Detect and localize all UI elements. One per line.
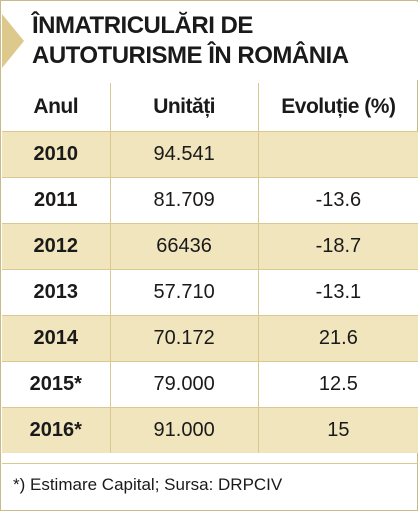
cell-units: 57.710 [110, 269, 259, 316]
chart-title: ÎNMATRICULĂRI DE AUTOTURISME ÎN ROMÂNIA [32, 11, 349, 71]
table-row: 2015* 79.000 12.5 [2, 361, 418, 408]
cell-units: 94.541 [110, 131, 259, 178]
cell-change: -18.7 [258, 223, 418, 270]
cell-year: 2016* [2, 407, 111, 453]
cell-year: 2014 [2, 315, 111, 362]
footnote-divider [2, 463, 418, 464]
cell-change: -13.6 [258, 177, 418, 224]
cell-change: 21.6 [258, 315, 418, 362]
title-line-2: AUTOTURISME ÎN ROMÂNIA [32, 42, 349, 69]
cell-units: 79.000 [110, 361, 259, 408]
registrations-table: Anul Unități Evoluție (%) 2010 94.541 2011… [2, 83, 418, 453]
column-header-year: Anul [2, 83, 111, 132]
cell-year: 2011 [2, 177, 111, 224]
table-row: 2010 94.541 [2, 131, 418, 178]
cell-units: 81.709 [110, 177, 259, 224]
cell-units: 91.000 [110, 407, 259, 453]
cell-year: 2013 [2, 269, 111, 316]
title-line-1: ÎNMATRICULĂRI DE [32, 12, 253, 39]
cell-year: 2015* [2, 361, 111, 408]
cell-change [258, 131, 418, 178]
cell-change: 12.5 [258, 361, 418, 408]
table-row: 2011 81.709 -13.6 [2, 177, 418, 224]
table-row: 2012 66436 -18.7 [2, 223, 418, 270]
column-header-change: Evoluție (%) [281, 95, 396, 118]
title-arrow-icon [2, 14, 24, 68]
cell-change: -13.1 [258, 269, 418, 316]
title-block: ÎNMATRICULĂRI DE AUTOTURISME ÎN ROMÂNIA [2, 2, 418, 80]
table-row: 2016* 91.000 15 [2, 407, 418, 453]
header-row: Anul Unități Evoluție (%) [2, 83, 418, 132]
cell-year: 2010 [2, 131, 111, 178]
column-header-units: Unități [110, 83, 259, 132]
table-row: 2013 57.710 -13.1 [2, 269, 418, 316]
footnote: *) Estimare Capital; Sursa: DRPCIV [13, 475, 283, 494]
table-row: 2014 70.172 21.6 [2, 315, 418, 362]
table-body: 2010 94.541 2011 81.709 -13.6 2012 66436 -18.7 2… [2, 131, 418, 453]
cell-units: 70.172 [110, 315, 259, 362]
cell-year: 2012 [2, 223, 111, 270]
cell-change: 15 [258, 407, 418, 453]
cell-units: 66436 [110, 223, 259, 270]
